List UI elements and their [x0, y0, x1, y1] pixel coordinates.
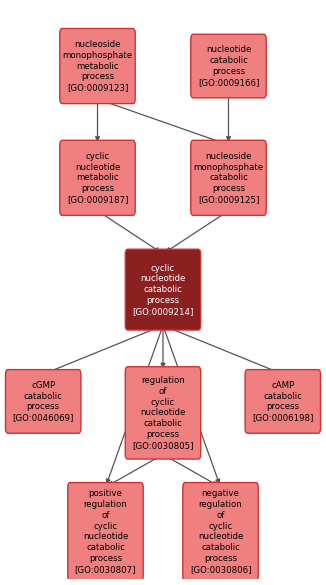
Text: cAMP
catabolic
process
[GO:0006198]: cAMP catabolic process [GO:0006198]: [252, 381, 314, 422]
FancyBboxPatch shape: [191, 140, 266, 215]
Text: cGMP
catabolic
process
[GO:0046069]: cGMP catabolic process [GO:0046069]: [12, 381, 74, 422]
FancyBboxPatch shape: [60, 29, 135, 104]
Text: negative
regulation
of
cyclic
nucleotide
catabolic
process
[GO:0030806]: negative regulation of cyclic nucleotide…: [190, 490, 251, 574]
Text: nucleotide
catabolic
process
[GO:0009166]: nucleotide catabolic process [GO:0009166…: [198, 46, 259, 87]
Text: nucleoside
monophosphate
catabolic
process
[GO:0009125]: nucleoside monophosphate catabolic proce…: [193, 152, 263, 204]
FancyBboxPatch shape: [183, 483, 258, 580]
Text: nucleoside
monophosphate
metabolic
process
[GO:0009123]: nucleoside monophosphate metabolic proce…: [63, 40, 133, 92]
Text: cyclic
nucleotide
metabolic
process
[GO:0009187]: cyclic nucleotide metabolic process [GO:…: [67, 152, 128, 204]
Text: positive
regulation
of
cyclic
nucleotide
catabolic
process
[GO:0030807]: positive regulation of cyclic nucleotide…: [75, 490, 136, 574]
FancyBboxPatch shape: [125, 249, 201, 330]
FancyBboxPatch shape: [191, 35, 266, 98]
FancyBboxPatch shape: [125, 367, 201, 459]
FancyBboxPatch shape: [60, 140, 135, 215]
FancyBboxPatch shape: [6, 370, 81, 433]
Text: regulation
of
cyclic
nucleotide
catabolic
process
[GO:0030805]: regulation of cyclic nucleotide cataboli…: [132, 376, 194, 450]
FancyBboxPatch shape: [68, 483, 143, 580]
FancyBboxPatch shape: [245, 370, 320, 433]
Text: cyclic
nucleotide
catabolic
process
[GO:0009214]: cyclic nucleotide catabolic process [GO:…: [132, 264, 194, 316]
